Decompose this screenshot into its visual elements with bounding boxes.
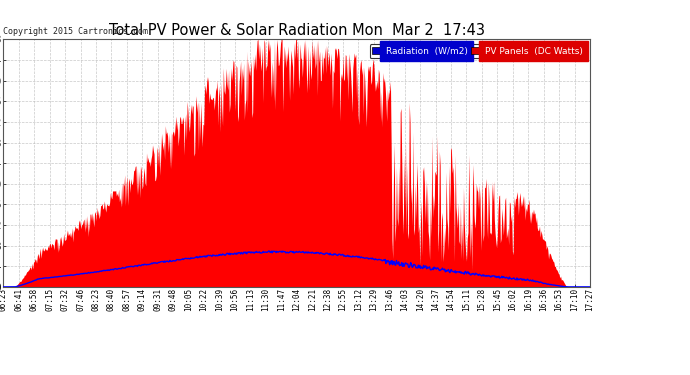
Legend: Radiation  (W/m2), PV Panels  (DC Watts): Radiation (W/m2), PV Panels (DC Watts) [370,44,585,58]
Title: Total PV Power & Solar Radiation Mon  Mar 2  17:43: Total PV Power & Solar Radiation Mon Mar… [109,23,484,38]
Text: Copyright 2015 Cartronics.com: Copyright 2015 Cartronics.com [3,27,148,36]
